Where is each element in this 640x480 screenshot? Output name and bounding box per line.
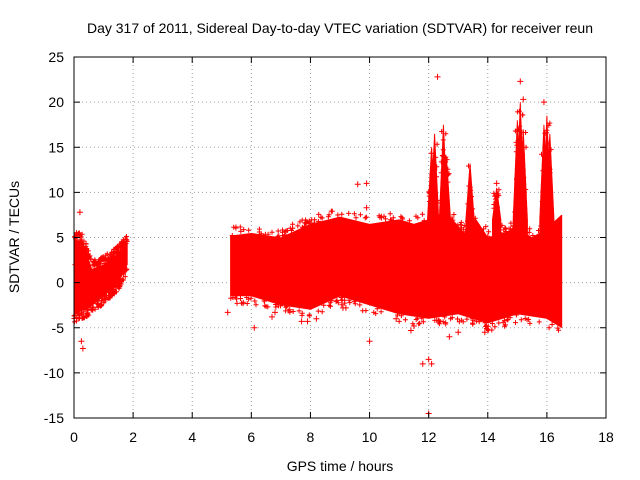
y-tick-label: -10 [44,365,64,381]
x-tick-label: 16 [539,429,555,445]
outlier-point [233,295,240,302]
outlier-point [251,324,258,331]
outlier-point [446,333,453,340]
y-tick-label: 5 [56,230,64,246]
outlier-point [76,209,83,216]
x-tick-label: 10 [362,429,378,445]
outlier-point [455,329,462,336]
outlier-point [366,338,373,345]
x-tick-label: 18 [598,429,614,445]
outlier-point [81,257,88,264]
x-tick-label: 4 [188,429,196,445]
x-tick-label: 6 [247,429,255,445]
outlier-point [363,204,370,211]
outlier-point [520,96,527,103]
outlier-point [540,99,547,106]
outlier-point [286,306,293,313]
outlier-point [75,245,82,252]
outlier-point [434,73,441,80]
y-tick-label: 25 [48,49,64,65]
y-tick-label: 20 [48,94,64,110]
outlier-point [79,345,86,352]
outlier-point [549,315,556,322]
outlier-point [470,315,476,322]
y-tick-label: 0 [56,275,64,291]
outlier-point [354,181,361,188]
y-tick-label: 10 [48,184,64,200]
outlier-point [410,322,417,329]
x-tick-label: 0 [70,429,78,445]
outlier-point [271,309,278,316]
outlier-point [298,318,305,325]
outlier-point [428,360,435,367]
outlier-point [72,261,79,268]
outlier-point [224,309,231,316]
outlier-point [363,180,370,187]
outlier-point [517,78,524,85]
x-axis-label: GPS time / hours [287,458,394,474]
outlier-point [425,356,432,363]
outlier-point [493,180,500,187]
tick-label-layer: 0 2 4 6 8 10 12 14 16 18 -15 -10 -5 0 5 10 15 20 25 [44,49,614,445]
data-layer [71,73,563,417]
x-tick-label: 2 [129,429,137,445]
outlier-point [82,275,89,282]
outlier-point [419,360,426,367]
outlier-point [328,297,335,304]
outlier-point [78,338,85,345]
y-tick-label: -5 [52,320,65,336]
outlier-point [378,214,385,221]
outlier-point [313,315,320,322]
outlier-point [407,327,414,334]
chart-title: Day 317 of 2011, Sidereal Day-to-day VTE… [87,20,593,36]
outlier-point [84,304,91,311]
y-tick-label: 15 [48,139,64,155]
outlier-point [269,313,276,320]
outlier-point [393,315,400,322]
x-tick-label: 14 [480,429,496,445]
outlier-point [537,309,544,316]
outlier-point [481,329,488,336]
outlier-point [360,222,367,229]
y-tick-label: -15 [44,410,64,426]
y-axis-label: SDTVAR / TECUs [6,181,22,293]
x-tick-label: 12 [421,429,437,445]
tick-layer [73,56,607,419]
outlier-point [342,304,349,311]
outlier-point [304,318,311,325]
x-tick-label: 8 [307,429,315,445]
